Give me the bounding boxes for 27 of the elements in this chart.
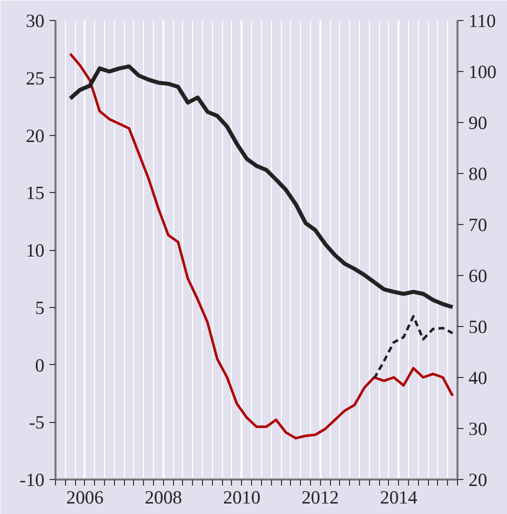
line-series	[68, 64, 455, 310]
y-tick-label: 15	[26, 183, 44, 204]
y2-tick-label: 40	[468, 368, 488, 389]
y2-tick-label: 110	[468, 11, 496, 32]
y2-tick-label: 100	[468, 62, 496, 83]
x-tick-label: 2012	[302, 488, 339, 508]
line-series	[68, 52, 454, 440]
x-tick-label: 2014	[380, 488, 418, 508]
y-tick-label: 30	[26, 11, 44, 32]
y2-tick-label: 80	[468, 164, 488, 185]
y-tick-label: 25	[26, 68, 44, 90]
y2-tick-label: 60	[468, 266, 488, 287]
y-tick-label: -5	[28, 412, 45, 434]
y2-tick-label: 30	[468, 419, 488, 440]
x-tick-label: 2006	[66, 488, 104, 508]
y2-tick-label: 90	[468, 113, 488, 134]
line-series	[372, 315, 454, 380]
y-tick-label: 0	[35, 355, 44, 376]
y-tick-label: -10	[20, 470, 45, 491]
y2-tick-label: 20	[468, 470, 488, 491]
x-tick-label: 2008	[144, 488, 182, 508]
y2-tick-label: 70	[468, 215, 488, 236]
y-tick-label: 10	[26, 240, 44, 262]
y2-tick-label: 50	[468, 317, 488, 338]
x-tick-label: 2010	[223, 488, 260, 508]
y-tick-label: 5	[35, 298, 44, 319]
y-tick-label: 20	[26, 126, 44, 147]
